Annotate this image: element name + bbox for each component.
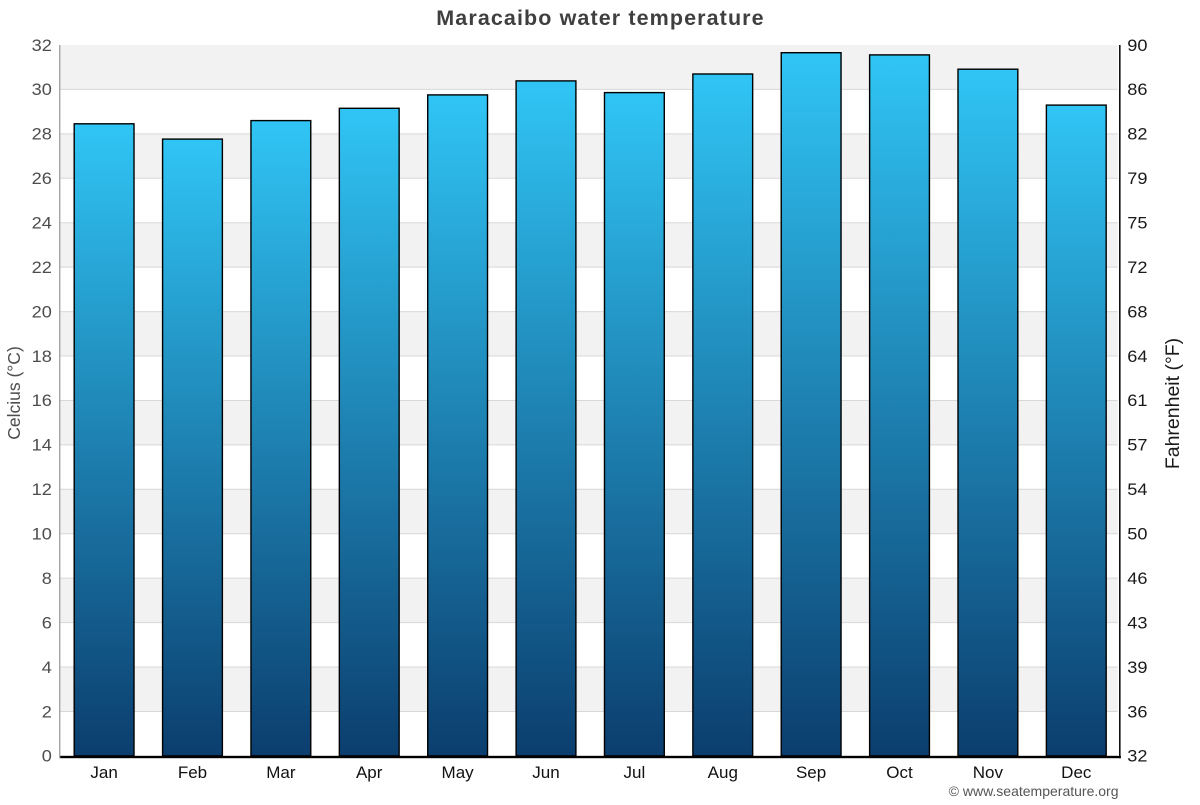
svg-text:68: 68 <box>1127 303 1147 321</box>
svg-text:90: 90 <box>1127 37 1147 55</box>
svg-text:Oct: Oct <box>886 763 913 782</box>
svg-text:10: 10 <box>32 526 52 544</box>
svg-text:28: 28 <box>32 126 52 144</box>
svg-text:4: 4 <box>42 659 52 677</box>
svg-text:Nov: Nov <box>973 763 1004 782</box>
svg-text:Feb: Feb <box>178 763 207 782</box>
svg-text:26: 26 <box>32 170 52 188</box>
svg-text:61: 61 <box>1127 392 1147 410</box>
svg-text:39: 39 <box>1127 659 1147 677</box>
svg-text:Dec: Dec <box>1061 763 1092 782</box>
svg-text:22: 22 <box>32 259 52 277</box>
svg-text:36: 36 <box>1127 703 1147 721</box>
svg-text:Celcius (°C): Celcius (°C) <box>4 346 24 440</box>
svg-text:24: 24 <box>32 215 52 233</box>
svg-text:12: 12 <box>32 481 52 499</box>
svg-text:16: 16 <box>32 392 52 410</box>
svg-text:Maracaibo water temperature: Maracaibo water temperature <box>436 6 764 30</box>
svg-text:79: 79 <box>1127 170 1147 188</box>
svg-text:46: 46 <box>1127 570 1147 588</box>
svg-text:© www.seatemperature.org: © www.seatemperature.org <box>949 783 1119 799</box>
svg-text:32: 32 <box>1127 748 1147 766</box>
svg-text:14: 14 <box>32 437 52 455</box>
svg-text:8: 8 <box>42 570 52 588</box>
svg-text:57: 57 <box>1127 437 1147 455</box>
svg-text:75: 75 <box>1127 215 1147 233</box>
svg-text:32: 32 <box>32 37 52 55</box>
svg-text:0: 0 <box>42 748 52 766</box>
svg-text:Jul: Jul <box>624 763 646 782</box>
svg-text:72: 72 <box>1127 259 1147 277</box>
svg-text:2: 2 <box>42 703 52 721</box>
svg-text:Apr: Apr <box>356 763 383 782</box>
svg-text:20: 20 <box>32 303 52 321</box>
svg-text:54: 54 <box>1127 481 1147 499</box>
svg-text:30: 30 <box>32 81 52 99</box>
svg-text:Fahrenheit (°F): Fahrenheit (°F) <box>1162 338 1184 469</box>
svg-text:43: 43 <box>1127 614 1147 632</box>
svg-text:50: 50 <box>1127 526 1147 544</box>
svg-text:86: 86 <box>1127 81 1147 99</box>
svg-text:64: 64 <box>1127 348 1147 366</box>
svg-text:Jan: Jan <box>90 763 117 782</box>
svg-text:6: 6 <box>42 614 52 632</box>
svg-text:82: 82 <box>1127 126 1147 144</box>
svg-text:May: May <box>442 763 475 782</box>
svg-text:Jun: Jun <box>532 763 559 782</box>
svg-text:Sep: Sep <box>796 763 826 782</box>
svg-text:Aug: Aug <box>708 763 738 782</box>
svg-text:18: 18 <box>32 348 52 366</box>
svg-text:Mar: Mar <box>266 763 296 782</box>
